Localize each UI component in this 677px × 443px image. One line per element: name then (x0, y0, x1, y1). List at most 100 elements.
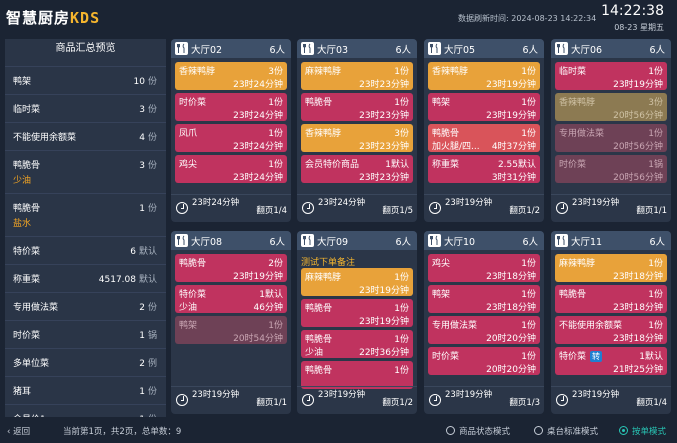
order-item[interactable]: 鸭脆骨 1份 23时19分钟 (301, 299, 413, 327)
order-item[interactable]: 香辣鸭脖 3份 23时24分钟 (175, 62, 287, 90)
date: 08-23 星期五 (614, 23, 664, 32)
card-header: 大厅03 6人 (297, 39, 417, 58)
card-footer: 23时19分钟 翻页1/3 (424, 386, 544, 414)
page-turn-button[interactable]: 翻页1/2 (382, 398, 413, 408)
utensils-icon (555, 234, 568, 247)
card-header: 大厅08 6人 (171, 231, 291, 250)
order-card[interactable]: 大厅09 6人 测试下单备注 麻辣鸭脖 1份 23时19分钟 鸭脆骨 1份 23… (297, 231, 417, 414)
page-turn-button[interactable]: 翻页1/4 (636, 398, 667, 408)
card-footer: 23时19分钟 翻页1/1 (551, 194, 671, 222)
order-item[interactable]: 特价菜 1默认 少油 46分钟 (175, 285, 287, 313)
order-item[interactable]: 临时菜 1份 23时19分钟 (555, 62, 667, 90)
card-header: 大厅09 6人 (297, 231, 417, 250)
page-turn-button[interactable]: 翻页1/4 (256, 206, 287, 216)
card-footer: 23时19分钟 翻页1/4 (551, 386, 671, 414)
order-item[interactable]: 专用做法菜 1份 20时20分钟 (428, 316, 540, 344)
order-memo: 测试下单备注 (301, 258, 356, 268)
card-header: 大厅06 6人 (551, 39, 671, 58)
order-item[interactable]: 特价菜转 1默认 21时25分钟 (555, 347, 667, 375)
order-card[interactable]: 大厅02 6人 香辣鸭脖 3份 23时24分钟 时价菜 1份 23时24分钟 凤… (171, 39, 291, 222)
back-button[interactable]: ‹ 返回 (7, 427, 31, 437)
clock-icon (176, 394, 188, 406)
utensils-icon (175, 42, 188, 55)
radio-icon (619, 426, 628, 435)
clock-icon (429, 394, 441, 406)
order-item[interactable]: 会员特价商品 1默认 23时23分钟 (301, 155, 413, 183)
clock-icon (176, 202, 188, 214)
clock: 14:22:38 (601, 3, 664, 19)
mode-product-status[interactable]: 商品状态模式 (446, 425, 510, 437)
order-item[interactable]: 鸭脆骨 2份 23时19分钟 (175, 254, 287, 282)
order-item[interactable]: 时价菜 1锅 20时56分钟 (555, 155, 667, 183)
pager-info: 当前第1页，共2页，总单数：9 (63, 427, 182, 437)
order-item[interactable]: 鸡尖 1份 23时18分钟 (428, 254, 540, 282)
radio-icon (446, 426, 455, 435)
card-footer: 23时19分钟 翻页1/2 (424, 194, 544, 222)
summary-row: 鸭架 10 份 (5, 67, 166, 95)
utensils-icon (555, 42, 568, 55)
order-item[interactable]: 麻辣鸭脖 1份 23时19分钟 (301, 268, 413, 296)
order-item[interactable]: 鸭脆骨 1份 23时18分钟 (555, 285, 667, 313)
order-card[interactable]: 大厅06 6人 临时菜 1份 23时19分钟 香辣鸭脖 3份 20时56分钟 专… (551, 39, 671, 222)
order-item[interactable]: 时价菜 1份 23时24分钟 (175, 93, 287, 121)
utensils-icon (428, 234, 441, 247)
clock-icon (302, 394, 314, 406)
card-footer: 23时24分钟 翻页1/4 (171, 194, 291, 222)
summary-title: 商品汇总预览 (5, 39, 166, 59)
utensils-icon (301, 234, 314, 247)
header: 智慧厨房KDS 数据刷新时间: 2024-08-23 14:22:34 14:2… (0, 0, 677, 38)
order-item[interactable]: 鸭架 1份 23时19分钟 (428, 93, 540, 121)
page-turn-button[interactable]: 翻页1/3 (509, 398, 540, 408)
order-card[interactable]: 大厅05 6人 香辣鸭脖 1份 23时19分钟 鸭架 1份 23时19分钟 鸭脆… (424, 39, 544, 222)
mode-table-standard[interactable]: 桌台标准模式 (534, 425, 598, 437)
order-item[interactable]: 香辣鸭脖 3份 20时56分钟 (555, 93, 667, 121)
app-logo: 智慧厨房KDS (6, 9, 101, 27)
card-header: 大厅02 6人 (171, 39, 291, 58)
order-item[interactable]: 麻辣鸭脖 1份 23时23分钟 (301, 62, 413, 90)
clock-icon (556, 394, 568, 406)
order-card[interactable]: 大厅10 6人 鸡尖 1份 23时18分钟 鸭架 1份 23时18分钟 专用做法… (424, 231, 544, 414)
order-item[interactable]: 凤爪 1份 23时24分钟 (175, 124, 287, 152)
order-item[interactable]: 鸭架 1份 23时18分钟 (428, 285, 540, 313)
radio-icon (534, 426, 543, 435)
order-item[interactable]: 麻辣鸭脖 1份 23时18分钟 (555, 254, 667, 282)
card-header: 大厅05 6人 (424, 39, 544, 58)
order-item[interactable]: 鸭架 1份 20时54分钟 (175, 316, 287, 344)
card-header: 大厅10 6人 (424, 231, 544, 250)
clock-icon (556, 202, 568, 214)
order-item[interactable]: 鸭脆骨 1份 (301, 361, 413, 389)
order-item[interactable]: 不能使用余额菜 1份 23时18分钟 (555, 316, 667, 344)
order-item[interactable]: 专用做法菜 1份 20时56分钟 (555, 124, 667, 152)
page-turn-button[interactable]: 翻页1/2 (509, 206, 540, 216)
utensils-icon (301, 42, 314, 55)
clock-icon (429, 202, 441, 214)
card-footer: 23时24分钟 翻页1/5 (297, 194, 417, 222)
page-turn-button[interactable]: 翻页1/1 (636, 206, 667, 216)
order-card[interactable]: 大厅03 6人 麻辣鸭脖 1份 23时23分钟 鸭脆骨 1份 23时23分钟 香… (297, 39, 417, 222)
order-item[interactable]: 鸭脆骨 1份 23时23分钟 (301, 93, 413, 121)
mode-by-order[interactable]: 按单模式 (619, 425, 666, 437)
page-turn-button[interactable]: 翻页1/5 (382, 206, 413, 216)
order-item[interactable]: 称重菜 2.55默认 3时31分钟 (428, 155, 540, 183)
order-card[interactable]: 大厅08 6人 鸭脆骨 2份 23时19分钟 特价菜 1默认 少油 46分钟 鸭… (171, 231, 291, 414)
order-item[interactable]: 香辣鸭脖 3份 23时23分钟 (301, 124, 413, 152)
order-item[interactable]: 鸡尖 1份 23时24分钟 (175, 155, 287, 183)
page-turn-button[interactable]: 翻页1/1 (256, 398, 287, 408)
order-item[interactable]: 时价菜 1份 20时20分钟 (428, 347, 540, 375)
summary-row: 称重菜 4517.08 默认 (5, 265, 166, 293)
order-item[interactable]: 香辣鸭脖 1份 23时19分钟 (428, 62, 540, 90)
refresh-time: 数据刷新时间: 2024-08-23 14:22:34 (458, 14, 597, 23)
order-card[interactable]: 大厅11 6人 麻辣鸭脖 1份 23时18分钟 鸭脆骨 1份 23时18分钟 不… (551, 231, 671, 414)
order-item[interactable]: 鸭脆骨 1份 加火腿/四... 4时37分钟 (428, 124, 540, 152)
order-item[interactable]: 鸭脆骨 1份 少油 22时36分钟 (301, 330, 413, 358)
clock-icon (302, 202, 314, 214)
card-footer: 23时19分钟 翻页1/1 (171, 386, 291, 414)
